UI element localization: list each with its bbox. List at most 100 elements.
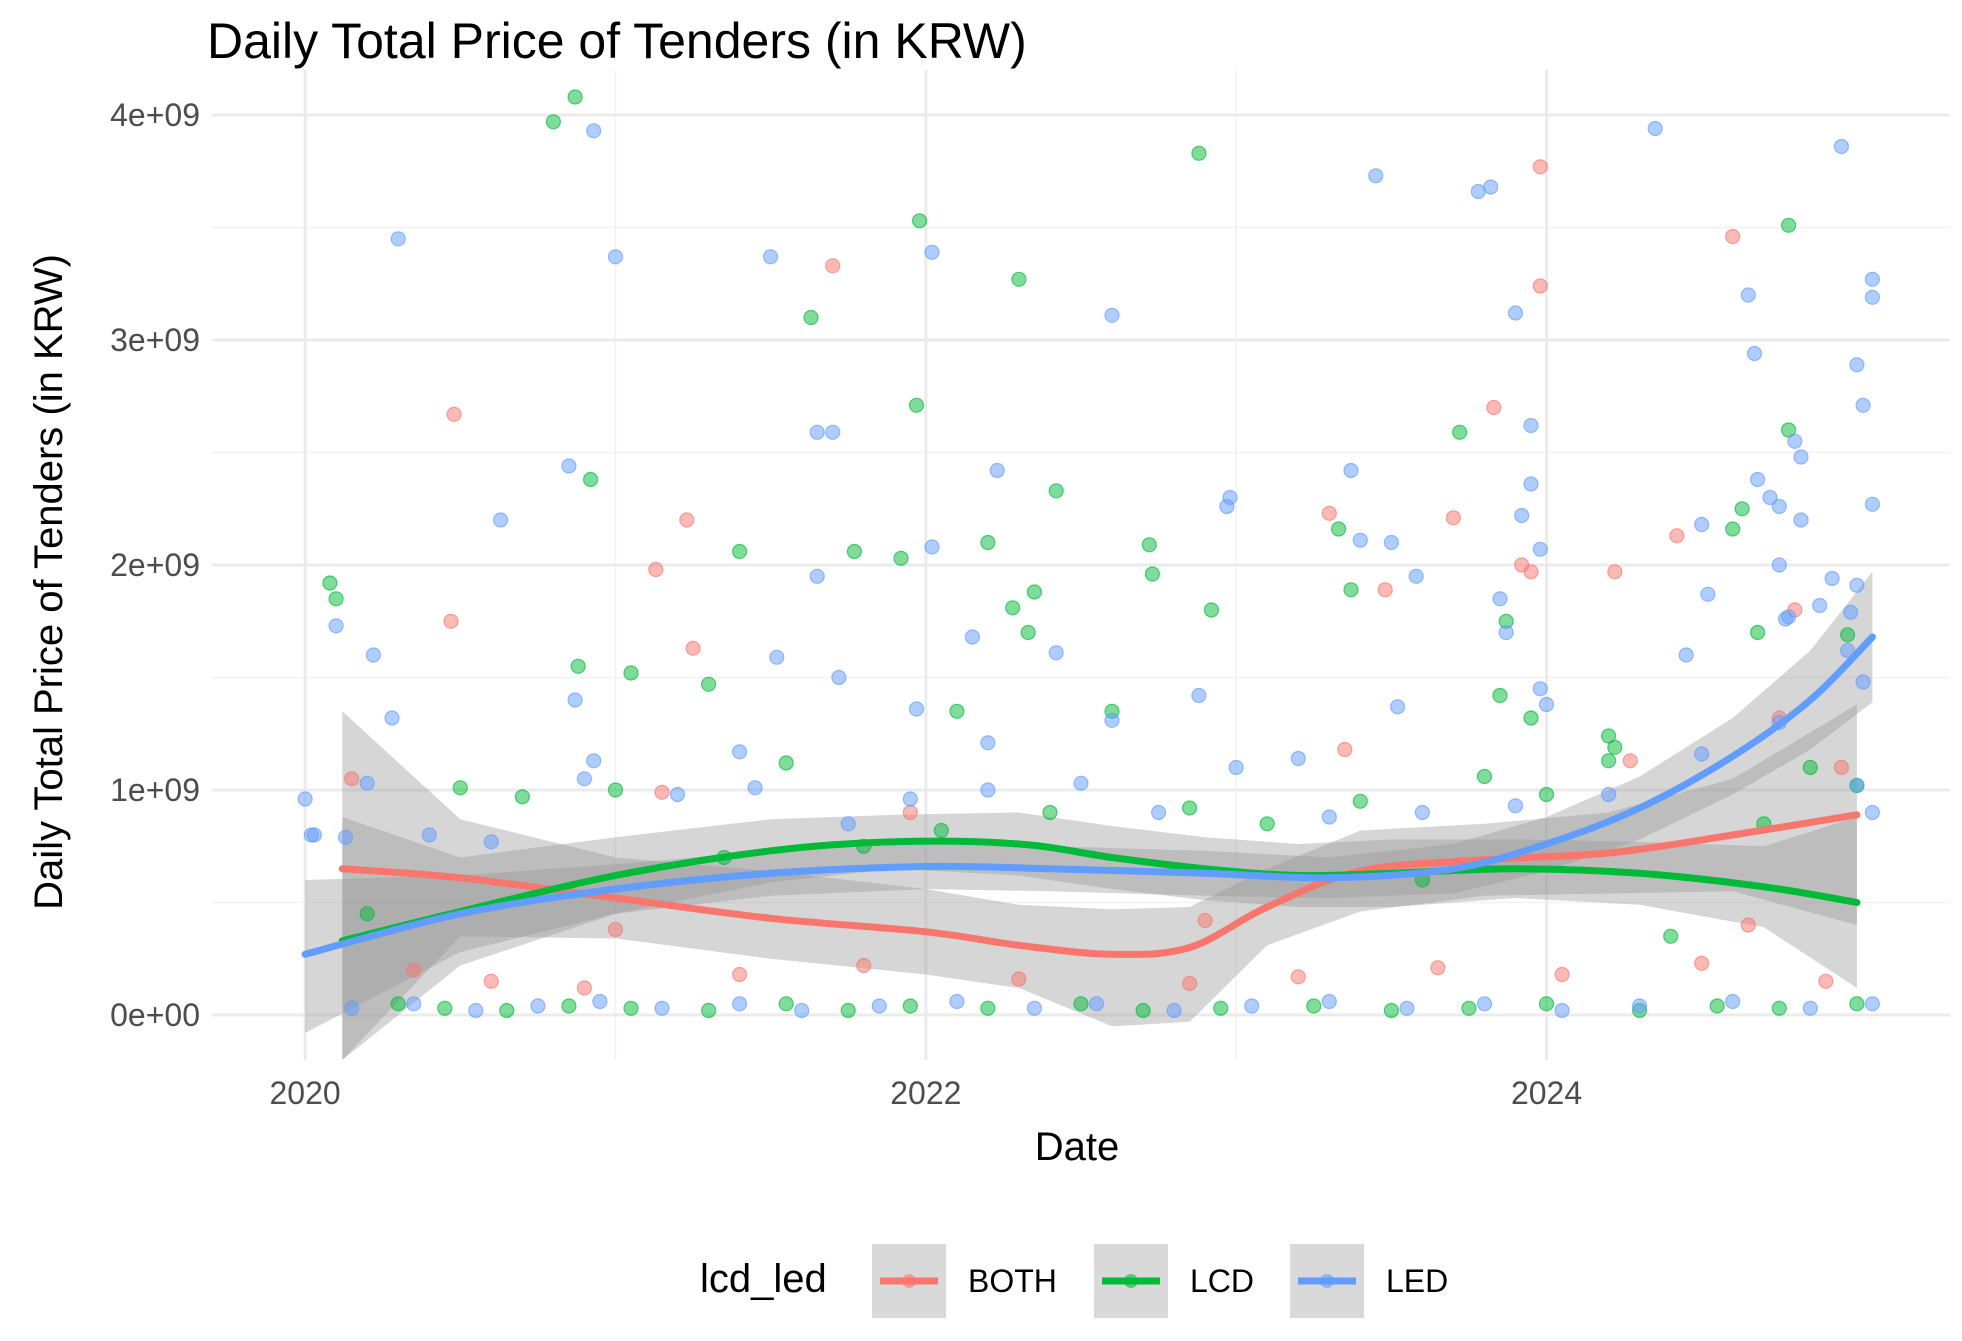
point-led bbox=[384, 710, 400, 726]
point-both bbox=[648, 561, 664, 578]
trend-line-lcd bbox=[338, 837, 1861, 945]
point-lcd bbox=[437, 1000, 453, 1016]
point-led bbox=[306, 827, 322, 843]
point-lcd bbox=[1005, 600, 1021, 616]
point-lcd bbox=[359, 906, 375, 922]
point-led bbox=[809, 568, 825, 584]
point-lcd bbox=[1749, 624, 1766, 641]
point-led bbox=[1839, 642, 1856, 659]
point-lcd bbox=[902, 998, 918, 1014]
point-led bbox=[1507, 305, 1524, 321]
point-led bbox=[1849, 777, 1865, 794]
point-lcd bbox=[1709, 998, 1725, 1014]
point-led bbox=[1749, 471, 1766, 488]
trend-line-led bbox=[301, 633, 1876, 958]
legend-item-lcd: LCD bbox=[1094, 1244, 1254, 1318]
point-lcd bbox=[700, 676, 717, 692]
point-led bbox=[1802, 1000, 1818, 1016]
point-led bbox=[871, 998, 887, 1014]
point-led bbox=[592, 993, 608, 1010]
point-lcd bbox=[1476, 768, 1493, 785]
point-lcd bbox=[1141, 537, 1157, 553]
point-led bbox=[586, 753, 602, 769]
y-tick-label: 3e+09 bbox=[110, 322, 200, 358]
point-led bbox=[1725, 993, 1741, 1010]
point-both bbox=[1669, 528, 1685, 544]
point-led bbox=[1849, 357, 1865, 373]
point-led bbox=[1321, 993, 1337, 1010]
point-lcd bbox=[1011, 271, 1027, 287]
point-lcd bbox=[582, 471, 599, 488]
point-led bbox=[1855, 397, 1871, 413]
point-lcd bbox=[1523, 710, 1539, 726]
point-led bbox=[1389, 699, 1406, 715]
point-led bbox=[561, 458, 577, 474]
point-both bbox=[576, 980, 593, 996]
point-lcd bbox=[893, 550, 909, 566]
point-lcd bbox=[980, 534, 996, 551]
legend-label: LCD bbox=[1190, 1263, 1254, 1299]
point-both bbox=[607, 921, 624, 938]
point-led bbox=[1700, 586, 1716, 602]
point-lcd bbox=[607, 782, 624, 798]
point-led bbox=[1150, 804, 1167, 821]
legend-key-point bbox=[1124, 1274, 1138, 1288]
point-led bbox=[1694, 516, 1710, 533]
point-led bbox=[530, 998, 546, 1014]
point-lcd bbox=[1144, 566, 1161, 582]
point-lcd bbox=[452, 780, 468, 796]
point-led bbox=[1864, 289, 1881, 305]
point-led bbox=[924, 539, 940, 555]
point-led bbox=[1600, 786, 1617, 803]
point-led bbox=[1780, 609, 1797, 625]
point-both bbox=[344, 771, 360, 787]
point-led bbox=[1483, 179, 1499, 195]
point-both bbox=[1486, 399, 1502, 416]
point-led bbox=[576, 771, 593, 787]
point-lcd bbox=[1352, 793, 1368, 809]
point-led bbox=[1290, 750, 1306, 767]
point-lcd bbox=[933, 822, 949, 839]
point-led bbox=[949, 993, 965, 1010]
point-lcd bbox=[1073, 996, 1089, 1012]
point-led bbox=[1771, 498, 1787, 515]
point-led bbox=[1678, 647, 1694, 663]
point-lcd bbox=[1538, 996, 1555, 1012]
point-led bbox=[1222, 489, 1238, 506]
point-both bbox=[1445, 510, 1462, 526]
point-both bbox=[856, 957, 872, 974]
point-led bbox=[1514, 507, 1530, 524]
point-lcd bbox=[1849, 996, 1865, 1012]
point-led bbox=[1352, 532, 1368, 548]
point-lcd bbox=[1026, 584, 1043, 600]
point-lcd bbox=[390, 996, 406, 1012]
point-led bbox=[980, 735, 996, 751]
point-both bbox=[902, 804, 918, 821]
point-lcd bbox=[1734, 501, 1750, 517]
point-led bbox=[964, 629, 981, 645]
point-led bbox=[1523, 476, 1539, 492]
point-lcd bbox=[846, 543, 863, 560]
x-tick-label: 2022 bbox=[890, 1075, 961, 1111]
point-lcd bbox=[1135, 1002, 1151, 1019]
point-led bbox=[1399, 1000, 1415, 1016]
point-led bbox=[1538, 696, 1555, 713]
point-lcd bbox=[1725, 521, 1741, 537]
y-tick-label: 4e+09 bbox=[110, 97, 200, 133]
point-both bbox=[443, 613, 459, 629]
point-led bbox=[586, 123, 602, 139]
point-led bbox=[1507, 798, 1524, 814]
point-both bbox=[406, 962, 422, 978]
point-both bbox=[731, 966, 748, 983]
point-lcd bbox=[1780, 217, 1797, 233]
point-led bbox=[344, 1000, 360, 1016]
point-lcd bbox=[1330, 521, 1347, 537]
legend-label: BOTH bbox=[968, 1263, 1057, 1299]
point-lcd bbox=[1383, 1002, 1400, 1019]
point-led bbox=[924, 244, 940, 260]
point-lcd bbox=[1839, 627, 1856, 643]
point-led bbox=[669, 786, 686, 803]
point-led bbox=[1762, 489, 1778, 506]
